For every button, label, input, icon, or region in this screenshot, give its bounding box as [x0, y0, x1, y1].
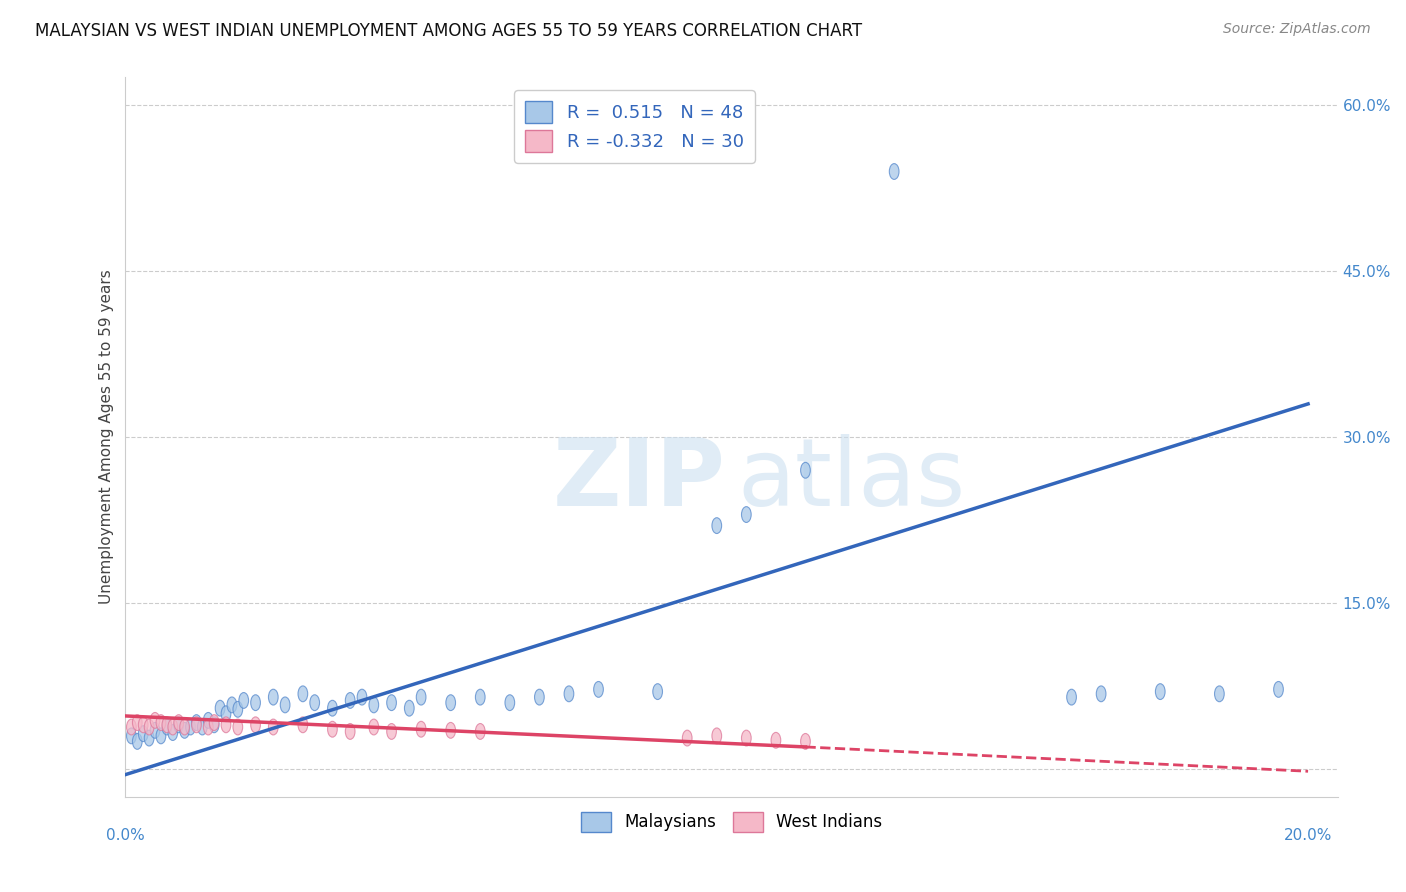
Ellipse shape	[221, 706, 231, 722]
Ellipse shape	[446, 723, 456, 739]
Ellipse shape	[1215, 686, 1225, 702]
Ellipse shape	[475, 690, 485, 705]
Ellipse shape	[1274, 681, 1284, 698]
Ellipse shape	[800, 733, 810, 749]
Ellipse shape	[156, 714, 166, 731]
Ellipse shape	[346, 723, 354, 739]
Ellipse shape	[204, 719, 214, 735]
Ellipse shape	[770, 732, 780, 748]
Ellipse shape	[368, 719, 378, 735]
Ellipse shape	[239, 692, 249, 708]
Ellipse shape	[682, 731, 692, 746]
Ellipse shape	[174, 714, 184, 731]
Ellipse shape	[132, 733, 142, 749]
Ellipse shape	[741, 731, 751, 746]
Ellipse shape	[741, 507, 751, 523]
Ellipse shape	[221, 717, 231, 732]
Text: ZIP: ZIP	[553, 434, 725, 526]
Text: 0.0%: 0.0%	[105, 828, 145, 843]
Ellipse shape	[145, 719, 155, 735]
Ellipse shape	[127, 719, 136, 735]
Ellipse shape	[711, 728, 721, 744]
Ellipse shape	[475, 723, 485, 739]
Ellipse shape	[564, 686, 574, 702]
Ellipse shape	[180, 723, 190, 739]
Ellipse shape	[233, 701, 243, 717]
Ellipse shape	[186, 719, 195, 735]
Ellipse shape	[405, 700, 415, 716]
Ellipse shape	[505, 695, 515, 711]
Ellipse shape	[416, 722, 426, 737]
Ellipse shape	[156, 728, 166, 744]
Ellipse shape	[534, 690, 544, 705]
Ellipse shape	[298, 717, 308, 732]
Ellipse shape	[368, 697, 378, 713]
Ellipse shape	[138, 726, 148, 741]
Text: 20.0%: 20.0%	[1284, 828, 1333, 843]
Ellipse shape	[132, 714, 142, 731]
Text: MALAYSIAN VS WEST INDIAN UNEMPLOYMENT AMONG AGES 55 TO 59 YEARS CORRELATION CHAR: MALAYSIAN VS WEST INDIAN UNEMPLOYMENT AM…	[35, 22, 862, 40]
Ellipse shape	[174, 717, 184, 732]
Ellipse shape	[890, 163, 898, 179]
Ellipse shape	[197, 719, 207, 735]
Ellipse shape	[209, 717, 219, 732]
Ellipse shape	[162, 717, 172, 732]
Ellipse shape	[138, 717, 148, 732]
Ellipse shape	[593, 681, 603, 698]
Ellipse shape	[269, 690, 278, 705]
Ellipse shape	[145, 731, 155, 746]
Text: Source: ZipAtlas.com: Source: ZipAtlas.com	[1223, 22, 1371, 37]
Ellipse shape	[127, 728, 136, 744]
Ellipse shape	[711, 517, 721, 533]
Ellipse shape	[150, 713, 160, 728]
Ellipse shape	[298, 686, 308, 702]
Ellipse shape	[150, 723, 160, 739]
Ellipse shape	[204, 713, 214, 728]
Ellipse shape	[1156, 683, 1166, 699]
Ellipse shape	[280, 697, 290, 713]
Ellipse shape	[328, 722, 337, 737]
Ellipse shape	[215, 700, 225, 716]
Ellipse shape	[250, 695, 260, 711]
Ellipse shape	[1097, 686, 1107, 702]
Y-axis label: Unemployment Among Ages 55 to 59 years: Unemployment Among Ages 55 to 59 years	[100, 269, 114, 605]
Ellipse shape	[416, 690, 426, 705]
Ellipse shape	[387, 723, 396, 739]
Ellipse shape	[162, 719, 172, 735]
Ellipse shape	[652, 683, 662, 699]
Ellipse shape	[346, 692, 354, 708]
Ellipse shape	[226, 697, 236, 713]
Ellipse shape	[446, 695, 456, 711]
Ellipse shape	[269, 719, 278, 735]
Text: atlas: atlas	[738, 434, 966, 526]
Ellipse shape	[191, 717, 201, 732]
Ellipse shape	[309, 695, 319, 711]
Ellipse shape	[357, 690, 367, 705]
Ellipse shape	[328, 700, 337, 716]
Ellipse shape	[800, 462, 810, 478]
Ellipse shape	[233, 719, 243, 735]
Ellipse shape	[180, 719, 190, 735]
Ellipse shape	[387, 695, 396, 711]
Ellipse shape	[167, 719, 177, 735]
Ellipse shape	[191, 714, 201, 731]
Ellipse shape	[1067, 690, 1077, 705]
Ellipse shape	[167, 724, 177, 740]
Ellipse shape	[250, 717, 260, 732]
Legend: Malaysians, West Indians: Malaysians, West Indians	[574, 805, 889, 838]
Ellipse shape	[209, 714, 219, 731]
